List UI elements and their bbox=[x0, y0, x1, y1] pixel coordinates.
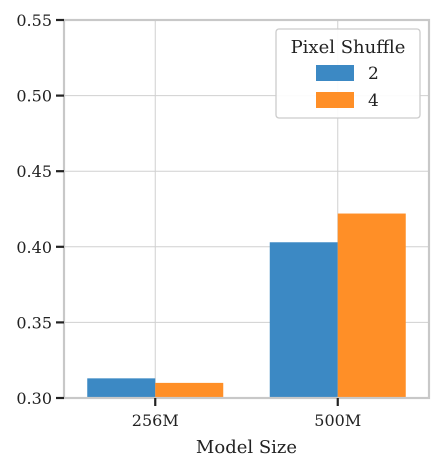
x-axis: 256M 500M bbox=[132, 398, 361, 430]
y-tick-label: 0.40 bbox=[16, 238, 52, 257]
x-tick-label: 256M bbox=[132, 411, 179, 430]
y-tick-label: 0.55 bbox=[16, 11, 52, 30]
bar-500M-series-4 bbox=[337, 213, 406, 398]
legend-label-4: 4 bbox=[368, 91, 379, 111]
x-axis-label: Model Size bbox=[196, 437, 297, 458]
bars bbox=[87, 213, 406, 398]
legend-entries: 24 bbox=[316, 64, 379, 111]
legend-swatch-2 bbox=[316, 65, 354, 81]
y-axis: 0.30 0.35 0.40 0.45 0.50 0.55 bbox=[16, 11, 64, 408]
x-tick-label: 500M bbox=[314, 411, 361, 430]
y-tick-label: 0.50 bbox=[16, 87, 52, 106]
y-tick-label: 0.35 bbox=[16, 313, 52, 332]
bar-256M-series-2 bbox=[87, 378, 156, 398]
bar-500M-series-2 bbox=[269, 242, 338, 398]
legend: Pixel Shuffle 24 bbox=[275, 28, 421, 119]
plot-frame bbox=[62, 18, 431, 400]
legend-title: Pixel Shuffle bbox=[291, 37, 406, 58]
bar-256M-series-4 bbox=[155, 382, 224, 398]
y-tick-label: 0.45 bbox=[16, 162, 52, 181]
legend-label-2: 2 bbox=[368, 64, 379, 84]
legend-swatch-4 bbox=[316, 92, 354, 108]
y-tick-label: 0.30 bbox=[16, 389, 52, 408]
